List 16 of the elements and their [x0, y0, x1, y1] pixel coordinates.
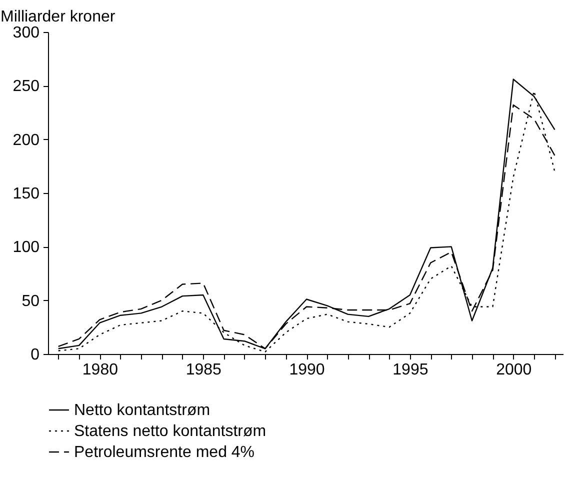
y-tick-label: 0 [30, 346, 40, 364]
y-tick-label: 200 [12, 132, 40, 149]
y-tick-label: 300 [12, 24, 40, 42]
x-tick-label: 1980 [82, 362, 118, 378]
legend-label: Statens netto kontantstrøm [74, 423, 266, 440]
y-tick-label: 250 [12, 78, 40, 96]
y-axis-title: Milliarder kroner [0, 8, 116, 26]
x-tick-label: 1995 [392, 362, 428, 378]
legend-label: Petroleumsrente med 4% [74, 444, 255, 461]
y-tick-label: 50 [22, 292, 40, 310]
y-tick-label: 100 [12, 239, 40, 256]
x-tick-label: 1990 [289, 362, 325, 378]
x-tick-label: 2000 [496, 362, 532, 378]
x-tick-label: 1985 [186, 362, 222, 378]
legend-label: Netto kontantstrøm [74, 402, 210, 419]
y-tick-label: 150 [12, 186, 40, 202]
